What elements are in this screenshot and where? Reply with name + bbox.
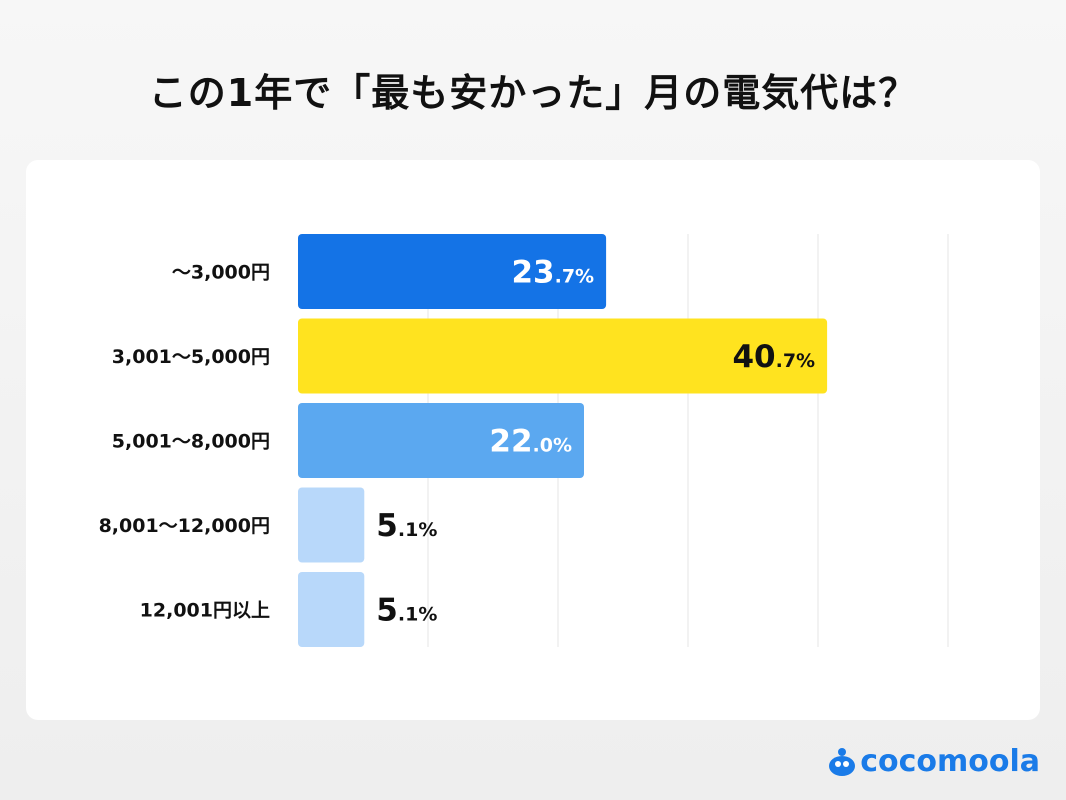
value-label: 23.7% — [511, 255, 594, 291]
mascot-icon — [829, 747, 856, 776]
category-label: 5,001〜8,000円 — [112, 431, 270, 453]
value-label: 40.7% — [732, 339, 815, 375]
category-label: 3,001〜5,000円 — [112, 346, 270, 368]
bar — [298, 403, 584, 478]
category-label: 8,001〜12,000円 — [99, 515, 270, 537]
logo: cocomoola — [828, 744, 1040, 779]
value-label: 5.1% — [376, 593, 437, 629]
bar — [298, 487, 365, 563]
chart-title: この1年で「最も安かった」月の電気代は？ — [148, 71, 918, 115]
bar — [298, 234, 607, 309]
value-label: 22.0% — [489, 424, 572, 460]
bar — [298, 318, 828, 394]
category-label: 12,001円以上 — [140, 600, 270, 622]
category-label: 〜3,000円 — [172, 262, 270, 284]
value-label: 5.1% — [376, 508, 437, 544]
bar — [298, 572, 365, 647]
logo-text: cocomoola — [860, 744, 1040, 779]
